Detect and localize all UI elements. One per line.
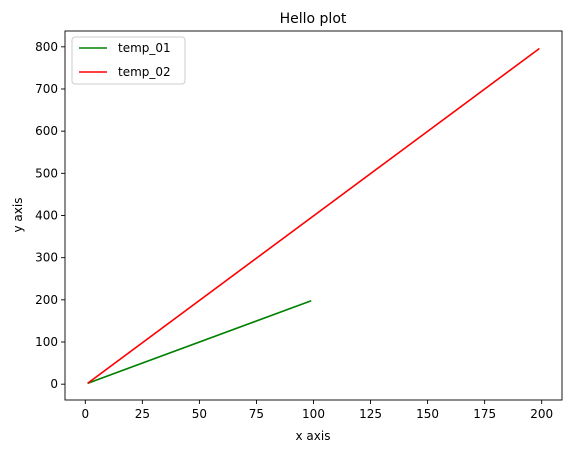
y-tick-label: 800 — [35, 40, 58, 54]
x-tick-label: 0 — [81, 407, 89, 421]
x-tick-label: 75 — [249, 407, 264, 421]
series-line-temp-02 — [87, 47, 540, 384]
legend: temp_01 temp_02 — [71, 36, 186, 85]
y-tick-label: 200 — [35, 293, 58, 307]
y-tick-label: 0 — [50, 377, 58, 391]
y-tick-label: 400 — [35, 209, 58, 223]
series-line-temp-01 — [87, 299, 312, 385]
y-axis-label: y axis — [11, 198, 25, 233]
y-tick-label: 700 — [35, 82, 58, 96]
x-tick-label: 175 — [473, 407, 496, 421]
y-tick-label: 600 — [35, 124, 58, 138]
x-tick-label: 200 — [530, 407, 553, 421]
x-tick-label: 100 — [302, 407, 325, 421]
x-tick-label: 50 — [192, 407, 207, 421]
ticks-layer: 0 25 50 75 100 125 150 175 200 0 100 200 300 400 500 60… — [35, 40, 553, 421]
y-tick-label: 300 — [35, 251, 58, 265]
y-tick-label: 100 — [35, 335, 58, 349]
x-axis-label: x axis — [296, 429, 331, 443]
x-tick-label: 150 — [416, 407, 439, 421]
x-tick-label: 25 — [135, 407, 150, 421]
legend-label-temp-01: temp_01 — [118, 41, 171, 55]
y-tick-label: 500 — [35, 166, 58, 180]
chart-title: Hello plot — [280, 11, 347, 27]
legend-label-temp-02: temp_02 — [118, 65, 171, 79]
plot-frame — [64, 30, 563, 401]
x-tick-label: 125 — [359, 407, 382, 421]
series-layer — [87, 47, 540, 385]
